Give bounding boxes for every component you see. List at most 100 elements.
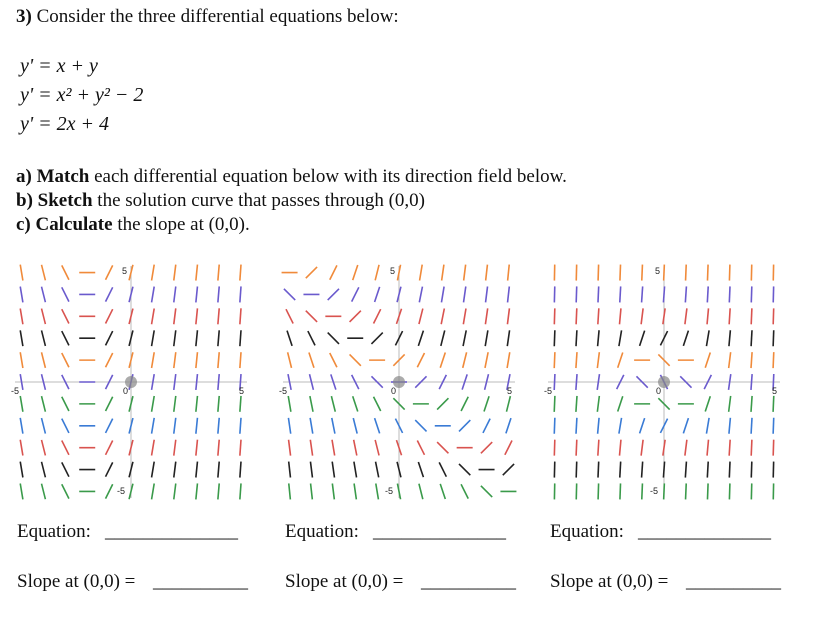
slope-segment <box>150 373 155 391</box>
slope-segment <box>217 330 221 347</box>
slope-label: Slope at (0,0) = <box>17 571 136 592</box>
slope-segment <box>330 395 337 412</box>
slope-segment <box>150 439 155 456</box>
question-text: Consider the three differential equation… <box>36 6 399 27</box>
slope-segment <box>61 462 70 478</box>
slope-segment <box>19 439 24 456</box>
slope-segment <box>239 264 242 281</box>
slope-segment <box>575 308 578 325</box>
slope-segment <box>283 288 296 301</box>
slope-segment <box>172 483 177 500</box>
slope-segment <box>506 330 511 347</box>
slope-segment <box>396 483 402 500</box>
slope-segment <box>458 419 471 432</box>
slope-segment <box>439 483 447 500</box>
slope-segment <box>217 461 221 478</box>
slope-segment <box>370 332 384 345</box>
slope-segment <box>150 264 155 281</box>
slope-segment <box>217 352 221 369</box>
equation-label: Equation: <box>17 521 91 542</box>
slope-segment <box>662 286 666 303</box>
slope-segment <box>618 286 622 303</box>
slope-segment <box>172 439 177 456</box>
slope-segment <box>150 286 155 303</box>
slope-segment <box>61 483 70 499</box>
slope-segment <box>128 483 134 500</box>
slope-segment <box>575 330 578 347</box>
slope-segment <box>638 417 646 434</box>
slope-segment <box>61 286 70 302</box>
origin-dot <box>125 376 137 388</box>
slope-segment <box>575 373 578 391</box>
slope-segment <box>679 375 693 389</box>
question: 3) Consider the three differential equat… <box>16 6 399 28</box>
slope-segment <box>414 375 428 389</box>
instruction: b) Sketch the solution curve that passes… <box>16 190 425 212</box>
slope-segment <box>239 483 242 500</box>
slope-segment <box>19 286 24 303</box>
slope-segment <box>659 418 669 434</box>
slope-segment <box>61 265 70 281</box>
slope-segment <box>104 483 114 499</box>
slope-segment <box>331 461 336 478</box>
slope-segment <box>640 461 644 478</box>
slope-segment <box>640 483 644 500</box>
slope-segment <box>373 286 381 303</box>
slope-segment <box>750 395 753 412</box>
slope-segment <box>350 374 360 390</box>
slope-segment <box>374 461 380 478</box>
slope-segment <box>662 264 666 281</box>
slope-segment <box>706 264 709 281</box>
equation-blank: ______________ <box>638 521 771 542</box>
slope-segment <box>597 308 600 325</box>
slope-segment <box>19 352 24 369</box>
axis-label: 5 <box>507 386 512 396</box>
slope-segment <box>128 439 134 456</box>
axis-label: 5 <box>390 266 395 276</box>
slope-segment <box>706 461 710 478</box>
slope-segment <box>462 308 467 325</box>
slope-segment <box>305 266 318 279</box>
slope-segment <box>195 330 199 347</box>
slope-segment <box>239 352 242 369</box>
slope-segment <box>727 373 732 391</box>
slope-segment <box>728 439 731 456</box>
slope-segment <box>128 286 134 303</box>
slope-segment <box>217 439 221 456</box>
axis-label: -5 <box>650 486 658 496</box>
slope-segment <box>217 286 221 303</box>
slope-segment <box>392 397 406 411</box>
slope-segment <box>217 264 221 281</box>
slope-segment <box>553 417 556 434</box>
slope-segment <box>418 286 424 303</box>
slope-segment <box>104 418 114 434</box>
slope-segment <box>287 373 292 391</box>
slope-segment <box>150 330 155 347</box>
slope-segment <box>195 264 199 281</box>
slope-segment <box>640 439 644 456</box>
slope-segment <box>418 308 424 325</box>
slope-segment <box>750 308 753 325</box>
slope-segment <box>772 417 775 434</box>
slope-segment <box>40 461 47 478</box>
slope-segment <box>706 286 710 303</box>
slope-segment <box>480 485 493 498</box>
slope-segment <box>195 286 199 303</box>
slope-label: Slope at (0,0) = <box>550 571 669 592</box>
slope-segment <box>416 440 426 456</box>
slope-segment <box>506 308 511 325</box>
slope-segment <box>460 396 469 412</box>
slope-segment <box>596 373 601 391</box>
slope-segment <box>596 395 601 412</box>
slope-segment <box>440 286 445 303</box>
slope-segment <box>750 330 753 347</box>
slope-segment <box>327 332 340 345</box>
slope-segment <box>484 264 489 281</box>
instruction: a) Match each differential equation belo… <box>16 166 567 188</box>
slope-segment <box>575 352 578 369</box>
slope-segment <box>684 483 688 500</box>
slope-segment <box>150 352 155 369</box>
slope-segment <box>483 374 490 390</box>
slope-segment <box>575 461 578 478</box>
